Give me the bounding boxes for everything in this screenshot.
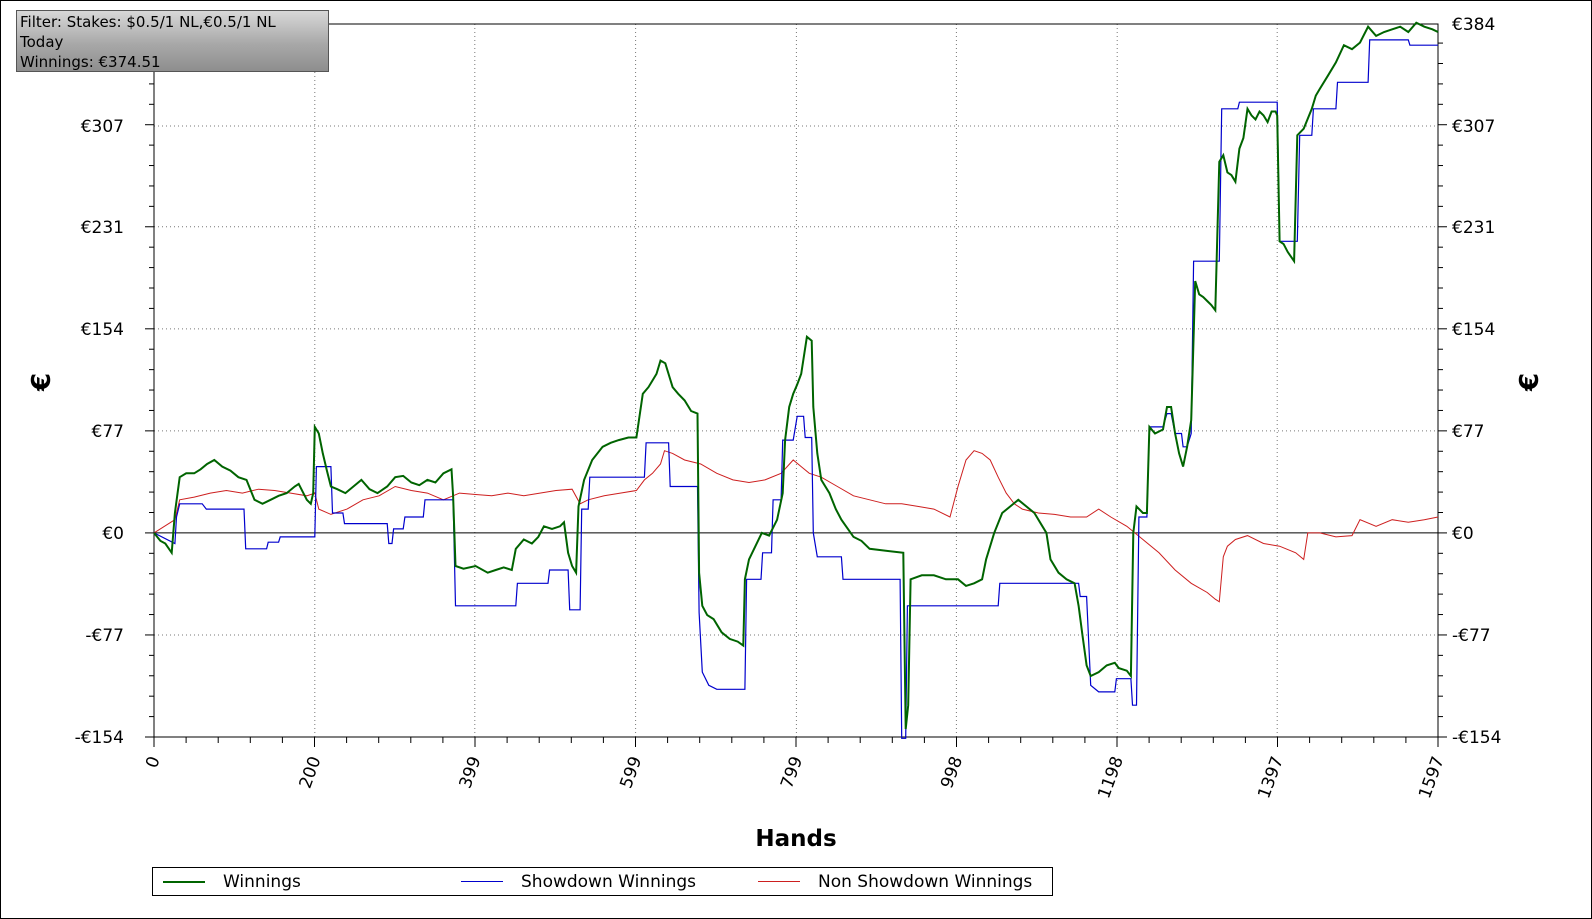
y-tick-label-right: -€77 <box>1452 626 1491 646</box>
x-tick-label: 200 <box>296 754 326 791</box>
x-tick-label: 998 <box>937 754 967 791</box>
y-tick-label-left: -€77 <box>85 626 124 646</box>
x-tick-label: 599 <box>616 754 646 791</box>
legend-swatch-non-showdown <box>758 881 800 882</box>
filter-stakes-text: Filter: Stakes: $0.5/1 NL,€0.5/1 NL <box>20 13 276 31</box>
chart-legend: Winnings Showdown Winnings Non Showdown … <box>152 867 1053 896</box>
showdown-winnings-line <box>153 39 1438 739</box>
filter-winnings-text: Winnings: €374.51 <box>20 53 161 71</box>
y-tick-label-right: €231 <box>1452 218 1495 238</box>
y-tick-label-left: €231 <box>81 218 124 238</box>
legend-label-showdown-winnings: Showdown Winnings <box>521 871 696 892</box>
legend-label-winnings: Winnings <box>223 871 301 892</box>
legend-item-non-showdown-winnings: Non Showdown Winnings <box>758 868 1032 895</box>
y-tick-label-left: -€154 <box>75 728 124 748</box>
y-tick-label-right: €384 <box>1452 15 1495 35</box>
grid-lines <box>154 24 1438 737</box>
series-lines <box>153 21 1439 739</box>
legend-swatch-winnings <box>163 880 205 883</box>
filter-period-text: Today <box>20 33 64 51</box>
y-tick-label-right: €154 <box>1452 320 1495 340</box>
y-tick-label-right: €0 <box>1452 524 1474 544</box>
y-tick-label-right: -€154 <box>1452 728 1501 748</box>
x-tick-label: 0 <box>142 754 164 771</box>
winnings-line <box>153 21 1439 730</box>
x-tick-label: 399 <box>456 754 486 791</box>
y-tick-label-left: €0 <box>102 524 124 544</box>
legend-item-showdown-winnings: Showdown Winnings <box>461 868 696 895</box>
non-showdown-winnings-line <box>153 450 1439 603</box>
x-tick-label: 1597 <box>1415 754 1449 801</box>
filter-info-box: Filter: Stakes: $0.5/1 NL,€0.5/1 NL Toda… <box>16 10 329 72</box>
x-tick-label: 799 <box>777 754 807 791</box>
legend-label-non-showdown-winnings: Non Showdown Winnings <box>818 871 1033 892</box>
y-axis-title-left: € <box>27 373 57 392</box>
tick-labels: -€154 -€154 -€77 -€77 €0 €0 €77 €77 €154 €154 €231… <box>75 15 1502 801</box>
y-axis-title-right: € <box>1515 373 1545 392</box>
y-tick-label-left: €77 <box>92 422 124 442</box>
y-tick-label-right: €307 <box>1452 117 1495 137</box>
y-tick-label-right: €77 <box>1452 422 1484 442</box>
legend-swatch-showdown <box>461 881 503 882</box>
x-axis-title: Hands <box>755 826 836 852</box>
y-tick-label-left: €307 <box>81 117 124 137</box>
legend-item-winnings: Winnings <box>163 868 301 895</box>
x-tick-label: 1198 <box>1094 754 1128 801</box>
y-tick-label-left: €154 <box>81 320 124 340</box>
x-tick-label: 1397 <box>1254 754 1288 801</box>
